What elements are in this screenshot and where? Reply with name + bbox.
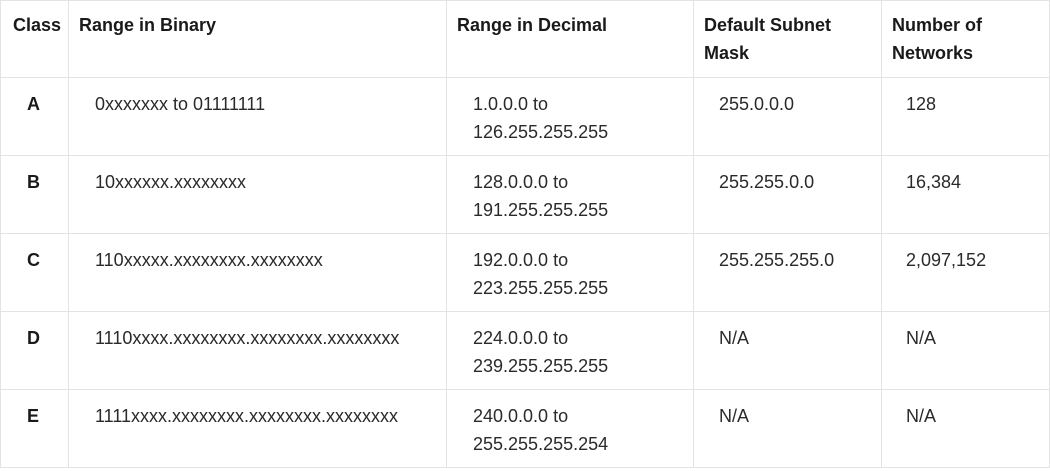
decimal-range-to: 223.255.255.255	[473, 278, 609, 298]
table-row: A 0xxxxxxx to 01111111 1.0.0.0 to 126.25…	[0, 77, 1050, 156]
decimal-range-from: 240.0.0.0 to	[473, 406, 569, 426]
decimal-range-cell: 128.0.0.0 to 191.255.255.255	[446, 155, 694, 234]
decimal-range-cell: 224.0.0.0 to 239.255.255.255	[446, 311, 694, 390]
table-row: C 110xxxxx.xxxxxxxx.xxxxxxxx 192.0.0.0 t…	[0, 233, 1050, 312]
decimal-range-from: 192.0.0.0 to	[473, 250, 569, 270]
header-range-binary: Range in Binary	[68, 0, 447, 78]
class-cell: C	[0, 233, 69, 312]
binary-range-cell: 110xxxxx.xxxxxxxx.xxxxxxxx	[68, 233, 447, 312]
class-cell: B	[0, 155, 69, 234]
binary-range-cell: 1110xxxx.xxxxxxxx.xxxxxxxx.xxxxxxxx	[68, 311, 447, 390]
header-default-subnet-mask: Default Subnet Mask	[693, 0, 882, 78]
network-count-cell: N/A	[881, 311, 1050, 390]
class-cell: D	[0, 311, 69, 390]
decimal-range-from: 224.0.0.0 to	[473, 328, 569, 348]
binary-range-cell: 1111xxxx.xxxxxxxx.xxxxxxxx.xxxxxxxx	[68, 389, 447, 468]
network-count-cell: 128	[881, 77, 1050, 156]
decimal-range-cell: 1.0.0.0 to 126.255.255.255	[446, 77, 694, 156]
network-count-cell: 16,384	[881, 155, 1050, 234]
network-count-cell: N/A	[881, 389, 1050, 468]
binary-range-cell: 0xxxxxxx to 01111111	[68, 77, 447, 156]
table-row: B 10xxxxxx.xxxxxxxx 128.0.0.0 to 191.255…	[0, 155, 1050, 234]
header-class: Class	[0, 0, 69, 78]
table-row: D 1110xxxx.xxxxxxxx.xxxxxxxx.xxxxxxxx 22…	[0, 311, 1050, 390]
subnet-mask-cell: 255.0.0.0	[693, 77, 882, 156]
decimal-range-from: 1.0.0.0 to	[473, 94, 549, 114]
decimal-range-to: 126.255.255.255	[473, 122, 609, 142]
decimal-range-to: 255.255.255.254	[473, 434, 609, 454]
decimal-range-from: 128.0.0.0 to	[473, 172, 569, 192]
class-cell: A	[0, 77, 69, 156]
subnet-mask-cell: N/A	[693, 311, 882, 390]
subnet-mask-cell: 255.255.0.0	[693, 155, 882, 234]
header-number-of-networks: Number of Networks	[881, 0, 1050, 78]
class-cell: E	[0, 389, 69, 468]
binary-range-cell: 10xxxxxx.xxxxxxxx	[68, 155, 447, 234]
table-row: E 1111xxxx.xxxxxxxx.xxxxxxxx.xxxxxxxx 24…	[0, 389, 1050, 468]
decimal-range-to: 239.255.255.255	[473, 356, 609, 376]
header-range-decimal: Range in Decimal	[446, 0, 694, 78]
decimal-range-to: 191.255.255.255	[473, 200, 609, 220]
header-row: Class Range in Binary Range in Decimal D…	[0, 0, 1050, 78]
subnet-mask-cell: 255.255.255.0	[693, 233, 882, 312]
decimal-range-cell: 240.0.0.0 to 255.255.255.254	[446, 389, 694, 468]
decimal-range-cell: 192.0.0.0 to 223.255.255.255	[446, 233, 694, 312]
network-count-cell: 2,097,152	[881, 233, 1050, 312]
subnet-mask-cell: N/A	[693, 389, 882, 468]
